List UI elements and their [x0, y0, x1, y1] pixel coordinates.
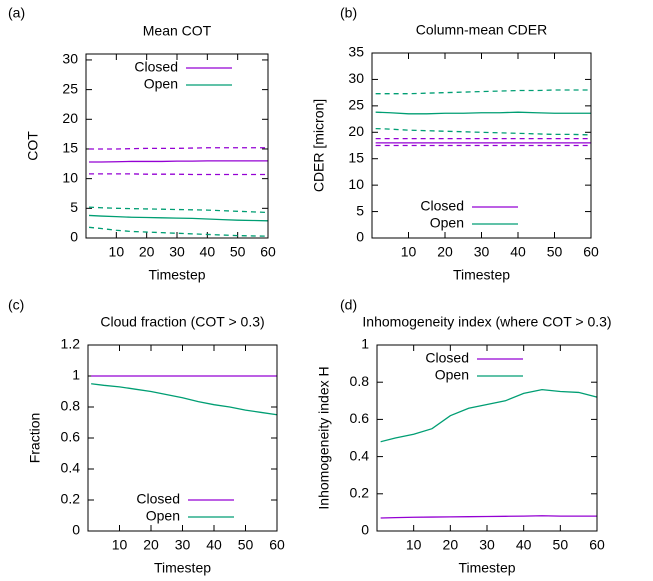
plot-frame: [376, 344, 598, 532]
plot-frame: [371, 52, 592, 239]
y-tick-label: 15: [62, 140, 78, 156]
panel-label: (a): [8, 5, 25, 21]
x-tick-label: 60: [260, 244, 276, 260]
legend-label: Open: [144, 76, 178, 92]
y-axis-label: Inhomogeneity index H: [316, 366, 332, 509]
y-tick-label: 0.4: [61, 460, 81, 476]
y-tick-label: 10: [62, 169, 78, 185]
x-tick-label: 40: [510, 244, 526, 260]
y-tick-label: 20: [348, 123, 364, 139]
legend-label: Open: [435, 367, 469, 383]
y-tick-label: 0: [70, 229, 78, 245]
y-tick-label: 0.8: [61, 398, 81, 414]
y-tick-label: 1.2: [61, 336, 81, 352]
x-tick-label: 40: [200, 244, 216, 260]
panel-label: (d): [340, 297, 357, 313]
x-tick-label: 20: [139, 244, 155, 260]
legend-label: Open: [146, 508, 180, 524]
y-tick-label: 0: [72, 522, 80, 538]
x-tick-label: 60: [583, 244, 599, 260]
y-tick-label: 30: [62, 51, 78, 67]
y-tick-label: 5: [356, 202, 364, 218]
plot-frame: [87, 344, 278, 532]
panel-label: (c): [8, 297, 24, 313]
y-axis-label: CDER [micron]: [311, 99, 327, 192]
y-tick-label: 0.6: [61, 429, 81, 445]
series-line: [375, 111, 591, 115]
x-tick-label: 50: [553, 537, 569, 553]
dashed-line: [88, 226, 269, 237]
dashed-line: [88, 206, 269, 214]
x-axis-label: Timestep: [458, 560, 515, 576]
x-axis-label: Timestep: [154, 560, 211, 576]
x-tick-label: 10: [401, 244, 417, 260]
legend-label: Closed: [425, 350, 469, 366]
x-tick-label: 60: [269, 537, 285, 553]
x-tick-label: 20: [443, 537, 459, 553]
x-tick-label: 30: [474, 244, 490, 260]
x-axis-label: Timestep: [453, 267, 510, 283]
series-line: [380, 515, 597, 519]
x-tick-label: 40: [516, 537, 532, 553]
y-tick-label: 0.2: [61, 491, 81, 507]
y-tick-label: 0.2: [350, 485, 370, 501]
y-tick-label: 1: [361, 336, 369, 352]
legend-label: Closed: [420, 198, 464, 214]
y-axis-label: Fraction: [27, 413, 43, 464]
y-tick-label: 0.4: [350, 447, 370, 463]
series-line: [89, 160, 268, 163]
plot-frame: [85, 53, 269, 239]
y-tick-label: 20: [62, 110, 78, 126]
y-tick-label: 5: [70, 199, 78, 215]
x-tick-label: 20: [143, 537, 159, 553]
panel-title: Column-mean CDER: [416, 22, 547, 38]
legend-label: Open: [430, 215, 464, 231]
x-tick-label: 40: [206, 537, 222, 553]
panel-label: (b): [340, 5, 357, 21]
y-tick-label: 1: [72, 367, 80, 383]
series-line: [88, 214, 269, 222]
x-tick-label: 30: [169, 244, 185, 260]
y-tick-label: 15: [348, 149, 364, 165]
dashed-line: [375, 127, 592, 136]
series-line: [91, 383, 278, 416]
x-tick-label: 50: [547, 244, 563, 260]
x-tick-label: 10: [109, 244, 125, 260]
y-tick-label: 0.8: [350, 373, 370, 389]
x-tick-label: 20: [437, 244, 453, 260]
x-tick-label: 10: [406, 537, 422, 553]
y-tick-label: 30: [348, 70, 364, 86]
legend-label: Closed: [134, 59, 178, 75]
panel-title: Cloud fraction (COT > 0.3): [100, 314, 264, 330]
x-tick-label: 30: [479, 537, 495, 553]
y-tick-label: 25: [348, 97, 364, 113]
y-tick-label: 0: [361, 522, 369, 538]
dashed-line: [89, 147, 268, 150]
panel-title: Inhomogeneity index (where COT > 0.3): [362, 314, 611, 330]
y-axis-label: COT: [25, 131, 41, 161]
dashed-line: [89, 173, 268, 176]
series-line: [380, 388, 598, 443]
x-tick-label: 50: [238, 537, 254, 553]
x-tick-label: 50: [230, 244, 246, 260]
dashed-line: [375, 89, 591, 95]
y-tick-label: 10: [348, 176, 364, 192]
x-tick-label: 30: [175, 537, 191, 553]
y-tick-label: 0.6: [350, 410, 370, 426]
x-tick-label: 60: [589, 537, 605, 553]
y-tick-label: 0: [356, 229, 364, 245]
legend-label: Closed: [136, 491, 180, 507]
panel-title: Mean COT: [143, 23, 212, 39]
x-tick-label: 10: [112, 537, 128, 553]
y-tick-label: 35: [348, 44, 364, 60]
x-axis-label: Timestep: [148, 267, 205, 283]
y-tick-label: 25: [62, 80, 78, 96]
